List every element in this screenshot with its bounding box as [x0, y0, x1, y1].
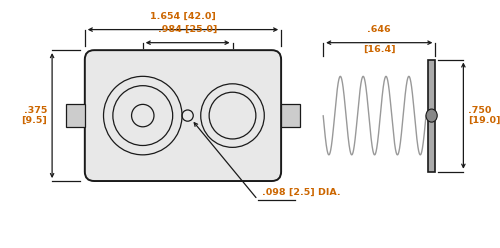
Bar — [281, 104, 300, 127]
Text: .750: .750 — [468, 106, 491, 115]
Text: .375: .375 — [24, 106, 48, 115]
Text: .984 [25.0]: .984 [25.0] — [158, 25, 218, 34]
Text: [9.5]: [9.5] — [22, 116, 48, 125]
Text: 1.654 [42.0]: 1.654 [42.0] — [150, 12, 216, 21]
Text: .646: .646 — [368, 25, 391, 34]
Bar — [66, 104, 85, 127]
Bar — [428, 60, 436, 172]
Text: [16.4]: [16.4] — [363, 45, 396, 54]
Ellipse shape — [426, 109, 437, 122]
Text: .098 [2.5] DIA.: .098 [2.5] DIA. — [262, 188, 341, 197]
FancyBboxPatch shape — [85, 50, 281, 181]
Text: [19.0]: [19.0] — [468, 116, 500, 125]
